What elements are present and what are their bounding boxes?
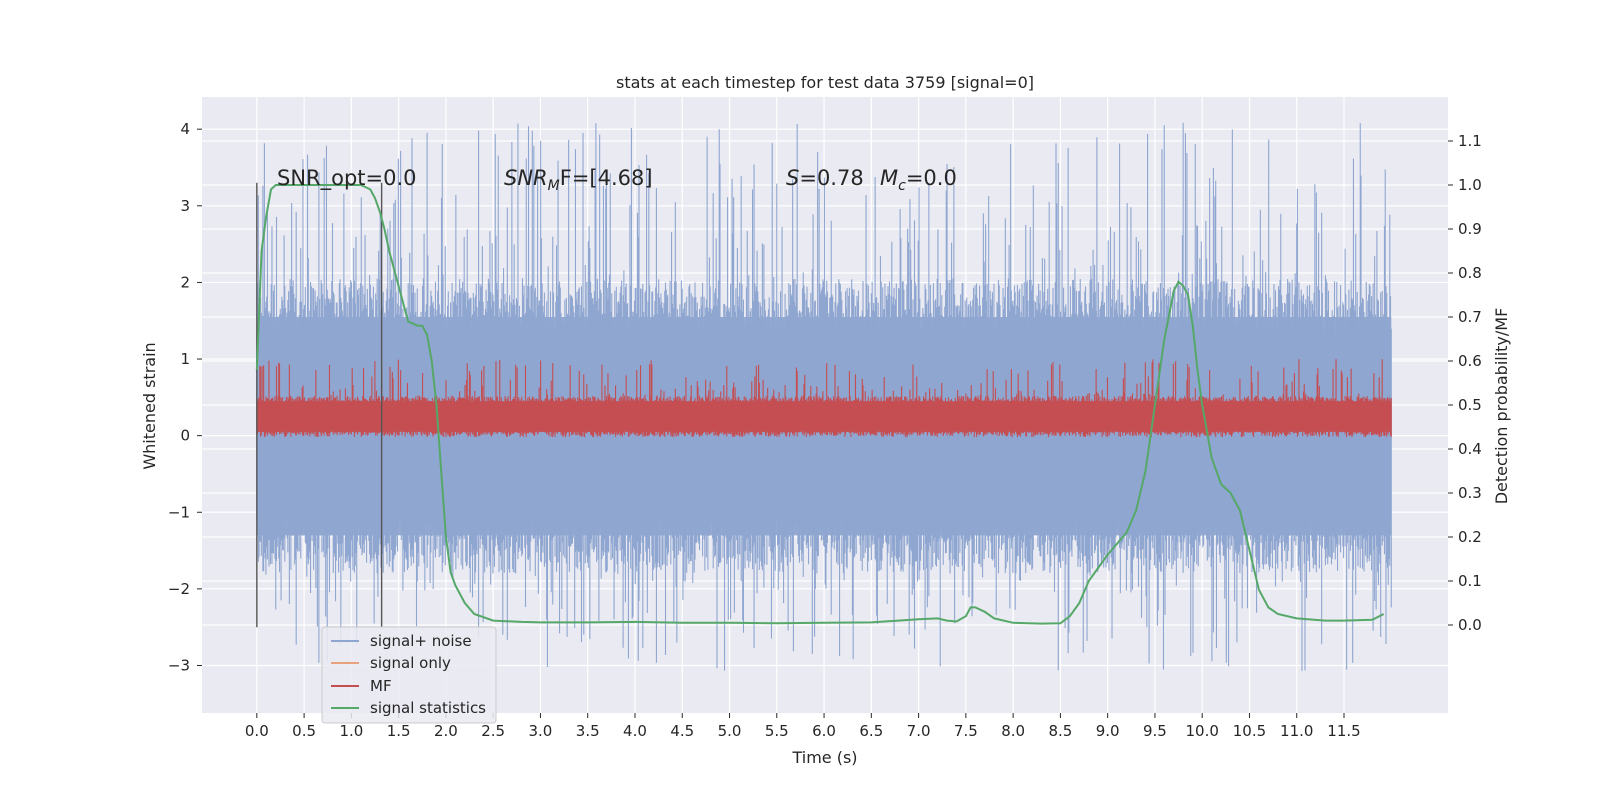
y-tick-label-right: 0.7: [1458, 308, 1482, 326]
x-tick-label: 1.0: [339, 722, 363, 740]
y-tick-label-right: 0.3: [1458, 484, 1482, 502]
y-tick-label-right: 1.1: [1458, 132, 1482, 150]
chart-title: stats at each timestep for test data 375…: [616, 73, 1034, 92]
annotation-snr-mf: SNRMF=[4.68]: [504, 166, 653, 194]
x-tick-label: 8.0: [1001, 722, 1025, 740]
x-tick-label: 6.0: [812, 722, 836, 740]
annotation-s-symbol: S: [786, 166, 799, 190]
x-tick-label: 9.0: [1096, 722, 1120, 740]
x-tick-label: 3.0: [529, 722, 553, 740]
x-tick-label: 4.5: [670, 722, 694, 740]
x-tick-label: 4.0: [623, 722, 647, 740]
annotation-s: S=0.78: [786, 166, 864, 190]
annotation-snr-opt: SNR_opt=0.0: [277, 166, 417, 191]
x-tick-label: 1.5: [387, 722, 411, 740]
legend-label-signal-statistics: signal statistics: [370, 699, 486, 717]
y-tick-label-right: 1.0: [1458, 176, 1482, 194]
y-tick-label-left: 0: [180, 427, 190, 445]
x-tick-label: 3.5: [576, 722, 600, 740]
x-tick-label: 5.0: [718, 722, 742, 740]
y-tick-label-right: 0.1: [1458, 572, 1482, 590]
annotation-s-value: =0.78: [799, 166, 863, 190]
annotation-snr-mf-symbol: SNR: [504, 166, 548, 190]
y-tick-label-left: −3: [168, 656, 190, 674]
annotation-mc-symbol: M: [880, 166, 898, 190]
annotation-snr-mf-subscript: M: [548, 178, 560, 194]
legend-box: [321, 626, 497, 724]
legend-label-signal-only: signal only: [370, 654, 451, 672]
x-tick-label: 6.5: [859, 722, 883, 740]
y-tick-label-left: 2: [180, 273, 190, 291]
y-tick-label-left: 3: [180, 197, 190, 215]
x-tick-label: 2.5: [481, 722, 505, 740]
y-axis-label-right: Detection probability/MF: [1492, 308, 1511, 505]
legend: signal+ noise signal only MF signal stat…: [321, 626, 497, 724]
y-tick-label-left: −1: [168, 503, 190, 521]
y-tick-label-right: 0.0: [1458, 616, 1482, 634]
ticks: 0.0 0.5 1.0 1.5 2.0 2.5 3.0 3.5 4.0 4.5 5.0 5.5 6.0 6…: [168, 120, 1482, 740]
x-tick-label: 11.0: [1280, 722, 1313, 740]
y-axis-label-left: Whitened strain: [140, 342, 159, 469]
y-tick-label-right: 0.6: [1458, 352, 1482, 370]
annotation-mc: Mc=0.0: [880, 166, 957, 194]
x-tick-label: 10.5: [1233, 722, 1266, 740]
x-tick-label: 7.0: [907, 722, 931, 740]
legend-label-mf: MF: [370, 677, 392, 695]
legend-label-signal-noise: signal+ noise: [370, 632, 472, 650]
y-tick-label-right: 0.5: [1458, 396, 1482, 414]
y-tick-label-left: 4: [180, 120, 190, 138]
y-tick-label-left: −2: [168, 580, 190, 598]
x-tick-label: 0.0: [245, 722, 269, 740]
x-tick-label: 7.5: [954, 722, 978, 740]
x-axis-label: Time (s): [791, 748, 857, 767]
signal-statistics-line: [255, 184, 1385, 625]
y-tick-label-right: 0.2: [1458, 528, 1482, 546]
y-tick-label-right: 0.8: [1458, 264, 1482, 282]
x-tick-label: 11.5: [1327, 722, 1360, 740]
annotation-mc-subscript: c: [898, 178, 906, 194]
x-tick-label: 8.5: [1048, 722, 1072, 740]
y-tick-label-left: 1: [180, 350, 190, 368]
annotation-snr-mf-rest: F=[4.68]: [560, 166, 653, 190]
x-tick-label: 5.5: [765, 722, 789, 740]
x-tick-label: 9.5: [1143, 722, 1167, 740]
plot-area: [255, 122, 1392, 671]
x-tick-label: 10.0: [1186, 722, 1219, 740]
y-tick-label-right: 0.9: [1458, 220, 1482, 238]
x-tick-label: 2.0: [434, 722, 458, 740]
y-tick-label-right: 0.4: [1458, 440, 1482, 458]
annotation-mc-value: =0.0: [906, 166, 957, 190]
x-tick-label: 0.5: [292, 722, 316, 740]
